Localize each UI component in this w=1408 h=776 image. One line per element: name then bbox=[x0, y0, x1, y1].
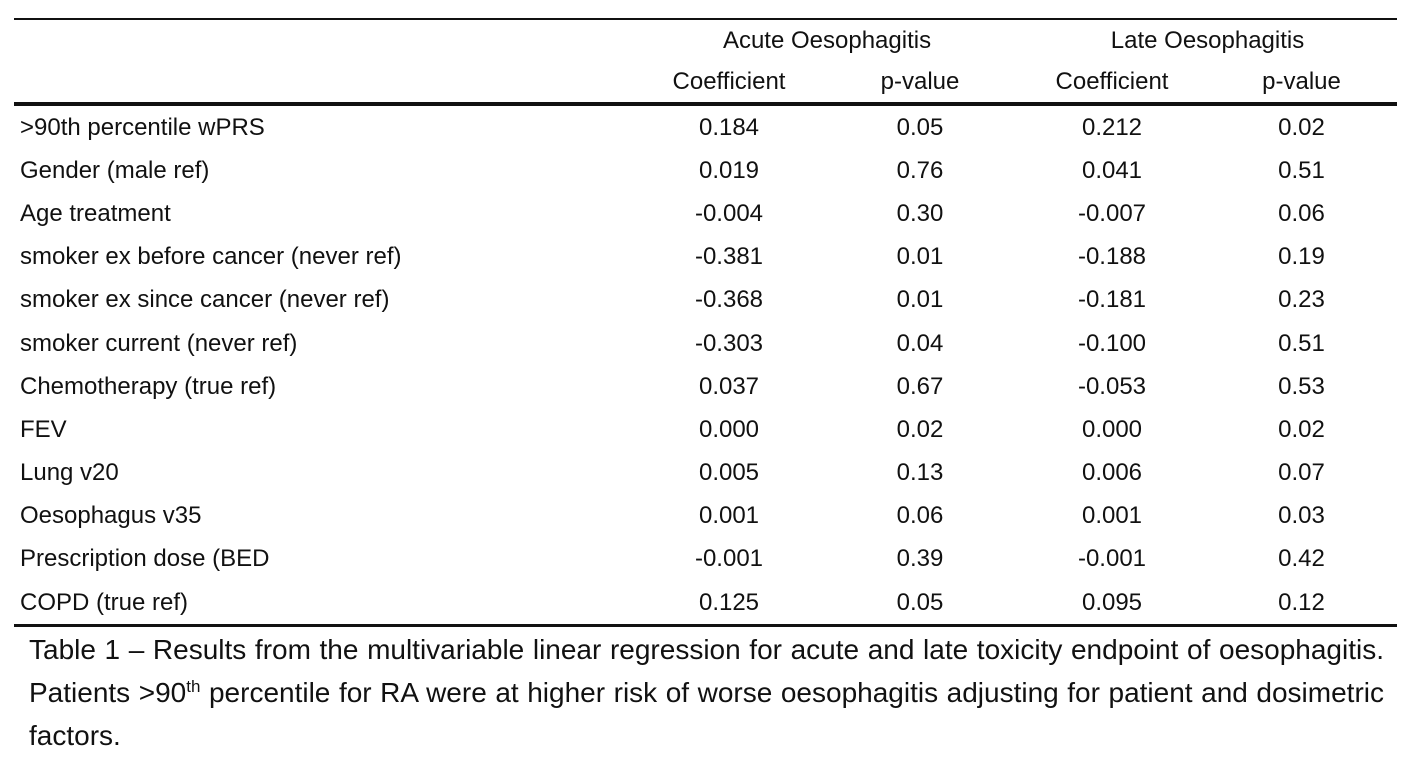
row-label: Chemotherapy (true ref) bbox=[20, 372, 277, 400]
acute-coefficient: -0.381 bbox=[694, 243, 764, 271]
table-row: Oesophagus v35 0.001 0.06 0.001 0.03 bbox=[14, 495, 1397, 538]
late-pvalue: 0.03 bbox=[1278, 502, 1325, 530]
group-header-late: Late Oesophagitis bbox=[1110, 26, 1305, 54]
late-coefficient: 0.001 bbox=[1081, 502, 1143, 530]
acute-coefficient: 0.019 bbox=[698, 156, 760, 184]
acute-pvalue: 0.02 bbox=[896, 415, 944, 443]
table-row: smoker current (never ref) -0.303 0.04 -0.1… bbox=[14, 322, 1397, 365]
caption-text-start: Table 1 – Results from the multivariable… bbox=[29, 634, 1384, 708]
row-label: smoker current (never ref) bbox=[20, 329, 298, 357]
row-label: COPD (true ref) bbox=[20, 588, 189, 616]
acute-pvalue: 0.76 bbox=[896, 156, 944, 184]
table-row: FEV 0.000 0.02 0.000 0.02 bbox=[14, 408, 1397, 451]
caption-text-end: percentile for RA were at higher risk of… bbox=[29, 677, 1384, 751]
acute-coefficient: 0.125 bbox=[698, 588, 760, 616]
acute-pvalue: 0.67 bbox=[896, 372, 944, 400]
acute-coefficient: -0.001 bbox=[694, 545, 764, 573]
acute-pvalue: 0.39 bbox=[896, 545, 944, 573]
acute-pvalue: 0.30 bbox=[896, 199, 944, 227]
late-coefficient: 0.041 bbox=[1081, 156, 1143, 184]
acute-coefficient: 0.005 bbox=[698, 459, 760, 487]
row-label: Oesophagus v35 bbox=[20, 502, 202, 530]
results-table: Acute Oesophagitis Late Oesophagitis Coe… bbox=[14, 18, 1397, 628]
row-label: smoker ex before cancer (never ref) bbox=[20, 243, 402, 271]
acute-pvalue: 0.04 bbox=[896, 329, 944, 357]
row-label: >90th percentile wPRS bbox=[20, 113, 265, 141]
acute-coefficient: -0.004 bbox=[694, 199, 764, 227]
row-label: Age treatment bbox=[20, 199, 171, 227]
late-coefficient: 0.000 bbox=[1081, 415, 1143, 443]
acute-coefficient: -0.303 bbox=[694, 329, 764, 357]
late-coefficient: -0.001 bbox=[1077, 545, 1147, 573]
column-header-row: Coefficient p-value Coefficient p-value bbox=[14, 61, 1397, 102]
table-row: Lung v20 0.005 0.13 0.006 0.07 bbox=[14, 452, 1397, 495]
table-row: >90th percentile wPRS 0.184 0.05 0.212 0.02 bbox=[14, 106, 1397, 149]
acute-coefficient: 0.001 bbox=[698, 502, 760, 530]
acute-pvalue: 0.05 bbox=[896, 588, 944, 616]
late-pvalue: 0.02 bbox=[1278, 415, 1325, 443]
table-caption: Table 1 – Results from the multivariable… bbox=[29, 628, 1384, 757]
acute-pvalue: 0.05 bbox=[896, 113, 944, 141]
row-label: FEV bbox=[20, 415, 67, 443]
row-label: Gender (male ref) bbox=[20, 156, 210, 184]
table-row: Age treatment -0.004 0.30 -0.007 0.06 bbox=[14, 192, 1397, 235]
acute-coefficient: 0.037 bbox=[698, 372, 760, 400]
table-row: Prescription dose (BED -0.001 0.39 -0.001 0.… bbox=[14, 538, 1397, 581]
table-row: COPD (true ref) 0.125 0.05 0.095 0.12 bbox=[14, 581, 1397, 624]
acute-pvalue: 0.01 bbox=[896, 286, 944, 314]
column-header-late-pvalue: p-value bbox=[1262, 67, 1341, 95]
column-header-acute-coefficient: Coefficient bbox=[672, 67, 786, 95]
row-label: Lung v20 bbox=[20, 459, 119, 487]
late-pvalue: 0.53 bbox=[1278, 372, 1325, 400]
late-pvalue: 0.42 bbox=[1278, 545, 1325, 573]
acute-pvalue: 0.01 bbox=[896, 243, 944, 271]
table-bottom-rule bbox=[14, 624, 1397, 628]
late-coefficient: -0.007 bbox=[1077, 199, 1147, 227]
column-header-late-coefficient: Coefficient bbox=[1055, 67, 1169, 95]
acute-coefficient: 0.184 bbox=[698, 113, 760, 141]
late-pvalue: 0.06 bbox=[1278, 199, 1325, 227]
late-coefficient: -0.053 bbox=[1077, 372, 1147, 400]
row-label: Prescription dose (BED bbox=[20, 545, 270, 573]
late-coefficient: -0.188 bbox=[1077, 243, 1147, 271]
acute-pvalue: 0.06 bbox=[896, 502, 944, 530]
late-coefficient: 0.095 bbox=[1081, 588, 1143, 616]
table-row: Gender (male ref) 0.019 0.76 0.041 0.51 bbox=[14, 149, 1397, 192]
table-top-rule bbox=[14, 18, 1397, 20]
late-pvalue: 0.51 bbox=[1278, 156, 1325, 184]
acute-pvalue: 0.13 bbox=[896, 459, 944, 487]
acute-coefficient: 0.000 bbox=[698, 415, 760, 443]
late-pvalue: 0.19 bbox=[1278, 243, 1325, 271]
table-row: smoker ex before cancer (never ref) -0.38… bbox=[14, 236, 1397, 279]
row-label: smoker ex since cancer (never ref) bbox=[20, 286, 390, 314]
late-coefficient: -0.100 bbox=[1077, 329, 1147, 357]
group-header-acute: Acute Oesophagitis bbox=[722, 26, 932, 54]
acute-coefficient: -0.368 bbox=[694, 286, 764, 314]
table-row: Chemotherapy (true ref) 0.037 0.67 -0.053 0.… bbox=[14, 365, 1397, 408]
table-row: smoker ex since cancer (never ref) -0.368… bbox=[14, 279, 1397, 322]
table-body: >90th percentile wPRS 0.184 0.05 0.212 0.02 G… bbox=[14, 106, 1397, 624]
column-header-acute-pvalue: p-value bbox=[880, 67, 960, 95]
late-pvalue: 0.02 bbox=[1278, 113, 1325, 141]
late-pvalue: 0.12 bbox=[1278, 588, 1325, 616]
group-header-row: Acute Oesophagitis Late Oesophagitis bbox=[14, 20, 1397, 61]
late-coefficient: -0.181 bbox=[1077, 286, 1147, 314]
caption-superscript: th bbox=[186, 677, 201, 696]
late-coefficient: 0.212 bbox=[1081, 113, 1143, 141]
header-rule bbox=[14, 102, 1397, 106]
late-pvalue: 0.23 bbox=[1278, 286, 1325, 314]
late-pvalue: 0.07 bbox=[1278, 459, 1325, 487]
late-coefficient: 0.006 bbox=[1081, 459, 1143, 487]
late-pvalue: 0.51 bbox=[1278, 329, 1325, 357]
